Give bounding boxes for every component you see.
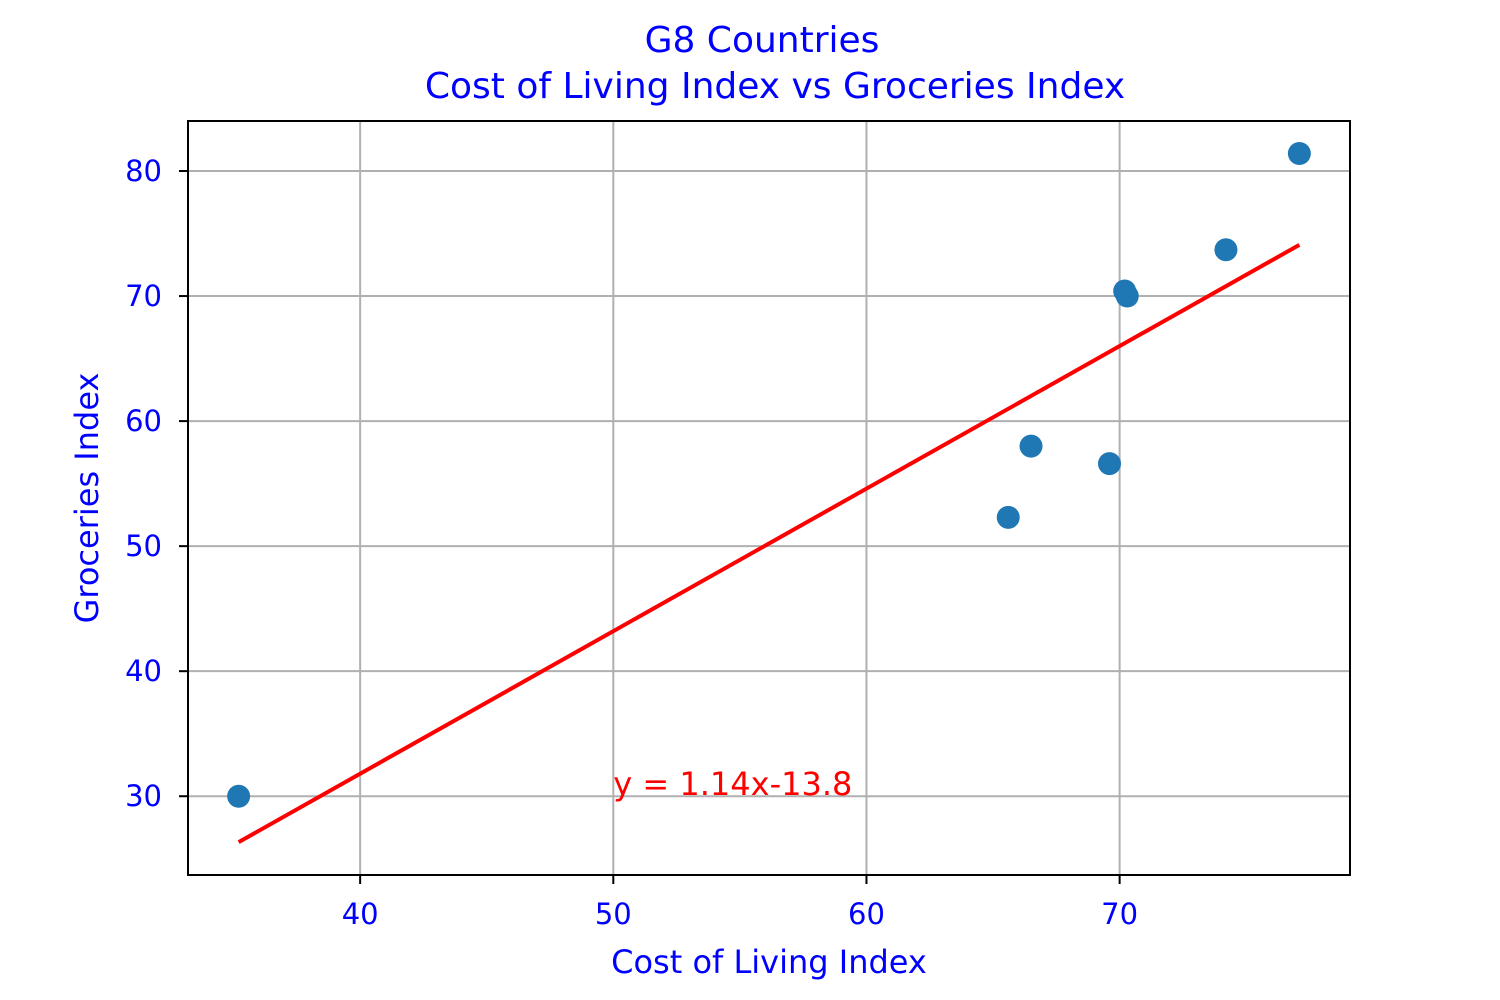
data-point [1097,452,1121,476]
y-tick-label: 30 [125,779,162,813]
x-tick-label: 60 [848,897,885,931]
chart-title-line-1: G8 Countries [645,20,880,61]
regression-line [237,243,1301,844]
data-point [227,784,251,808]
y-tick-label: 60 [125,404,162,438]
y-tick-label: 80 [125,154,162,188]
grid-layer [188,121,1350,875]
plot-frame [187,120,1351,876]
y-tick-label: 50 [125,529,162,563]
y-tick-label: 70 [125,279,162,313]
regression-equation: y = 1.14x-13.8 [613,765,852,803]
x-tick-label: 70 [1101,897,1138,931]
chart-title-line-2: Cost of Living Index vs Groceries Index [425,66,1125,107]
y-axis-label: Groceries Index [68,373,106,624]
x-axis-label: Cost of Living Index [611,943,927,981]
x-tick-label: 50 [595,897,632,931]
data-point [996,505,1020,529]
data-point [1214,238,1238,262]
y-tick-label: 40 [125,654,162,688]
data-point [1115,284,1139,308]
points-layer [227,142,1311,808]
data-point [1019,434,1043,458]
x-tick-label: 40 [342,897,379,931]
regression-layer [237,243,1301,844]
data-point [1287,142,1311,166]
ticks-layer: 40 50 60 70 30 40 50 60 70 80 [125,154,1138,931]
